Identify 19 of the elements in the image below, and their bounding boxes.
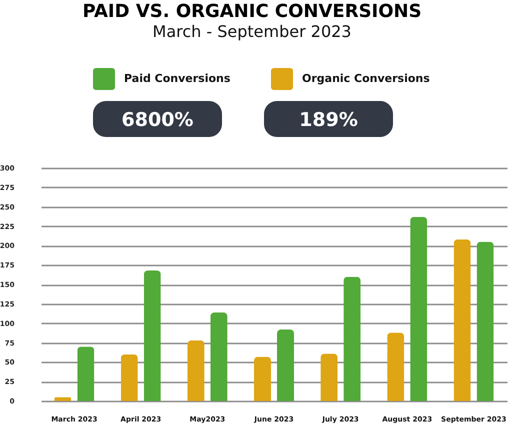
legend-label: Organic Conversions [302,72,430,85]
bar [210,312,228,401]
text: 189% [299,109,358,131]
chart-subtitle: March - September 2023 [152,22,352,41]
chart-title: PAID VS. ORGANIC CONVERSIONS [82,1,422,22]
bar [187,340,204,401]
bar [344,276,361,401]
text: 6800% [122,109,194,131]
bar [120,354,138,401]
legend-label: Paid Conversions [124,72,231,85]
bar [476,242,494,401]
bar [144,270,161,401]
bar [454,239,471,401]
bar [387,332,404,401]
bar [410,216,428,401]
bar [254,356,271,401]
bar [320,354,338,401]
bar [77,346,94,401]
bar [277,330,294,401]
